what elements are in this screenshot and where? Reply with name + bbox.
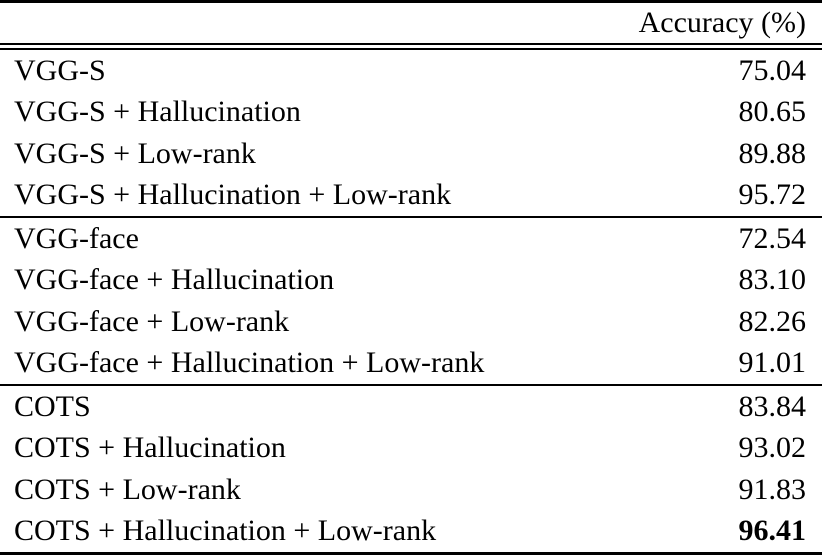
accuracy-value: 95.72 [738, 178, 807, 212]
table-row: VGG-face + Hallucination + Low-rank 91.01 [0, 343, 822, 385]
table-row: COTS + Low-rank 91.83 [0, 469, 822, 511]
method-label: VGG-S [14, 53, 106, 87]
double-rule-line-top [0, 43, 822, 45]
table-row: VGG-S + Hallucination 80.65 [0, 92, 822, 134]
accuracy-value: 82.26 [738, 304, 807, 338]
table-body: VGG-S 75.04 VGG-S + Hallucination 80.65 VGG-… [0, 50, 822, 552]
double-rule-gap [0, 45, 822, 48]
accuracy-value: 72.54 [738, 221, 807, 255]
header-double-rule [0, 43, 822, 50]
method-label: VGG-face + Low-rank [14, 304, 290, 338]
table-row: VGG-face + Low-rank 82.26 [0, 301, 822, 343]
method-label: VGG-S + Hallucination [14, 95, 301, 129]
table-row: COTS + Hallucination 93.02 [0, 428, 822, 470]
bottom-rule [0, 552, 822, 555]
accuracy-value: 83.10 [738, 263, 807, 297]
table-header-row: Accuracy (%) [0, 3, 822, 43]
method-label: VGG-face [14, 221, 139, 255]
group-separator-rule [0, 384, 822, 386]
accuracy-value: 91.01 [738, 346, 807, 380]
method-label: VGG-S + Low-rank [14, 136, 256, 170]
table-row: VGG-face 72.54 [0, 218, 822, 260]
accuracy-value: 83.84 [738, 389, 807, 423]
group-separator-rule [0, 216, 822, 218]
accuracy-value: 75.04 [738, 53, 807, 87]
table-row: VGG-S 75.04 [0, 50, 822, 92]
table-row: COTS 83.84 [0, 386, 822, 428]
accuracy-value: 96.41 [738, 514, 807, 548]
accuracy-value: 93.02 [738, 431, 807, 465]
method-label: VGG-face + Hallucination [14, 263, 335, 297]
table-row: VGG-S + Hallucination + Low-rank 95.72 [0, 175, 822, 217]
double-rule-line-bottom [0, 48, 822, 50]
table-row: VGG-face + Hallucination 83.10 [0, 260, 822, 302]
method-label: COTS + Hallucination + Low-rank [14, 514, 437, 548]
method-label: VGG-S + Hallucination + Low-rank [14, 178, 452, 212]
method-label: COTS [14, 389, 91, 423]
accuracy-value: 80.65 [738, 95, 807, 129]
method-label: VGG-face + Hallucination + Low-rank [14, 346, 485, 380]
method-label: COTS + Hallucination [14, 431, 286, 465]
accuracy-value: 91.83 [738, 472, 807, 506]
table-row: COTS + Hallucination + Low-rank 96.41 [0, 511, 822, 553]
table-row: VGG-S + Low-rank 89.88 [0, 133, 822, 175]
accuracy-value: 89.88 [738, 136, 807, 170]
top-rule [0, 0, 822, 3]
method-label: COTS + Low-rank [14, 472, 241, 506]
accuracy-header-label: Accuracy (%) [638, 6, 806, 39]
